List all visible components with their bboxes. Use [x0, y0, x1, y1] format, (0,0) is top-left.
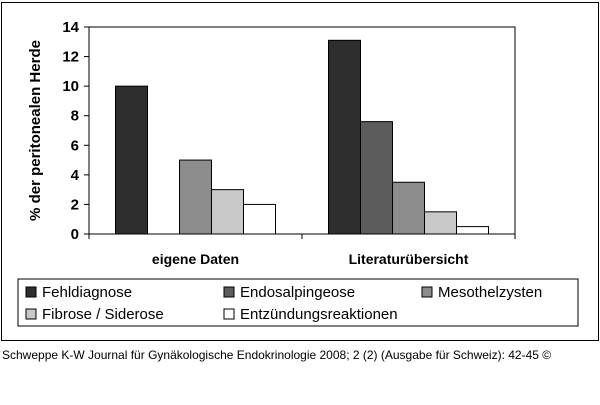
legend-box	[17, 278, 579, 327]
bar-chart: 0 2 4 6 8 10 12 14 % der peritonealen Herde eigen…	[17, 19, 579, 327]
y-tick-label: 6	[71, 137, 79, 154]
legend-label: Mesothelzysten	[438, 284, 542, 301]
bar	[424, 211, 457, 235]
bar	[211, 189, 244, 235]
plot-area	[88, 26, 516, 235]
bar	[243, 203, 276, 235]
legend-label: Fehldiagnose	[42, 284, 132, 301]
x-category-label: eigene Daten	[152, 251, 239, 267]
bar	[179, 159, 212, 235]
legend-label: Entzündungsreaktionen	[240, 306, 398, 323]
legend-swatch	[421, 286, 433, 298]
x-category-label: Literaturübersicht	[349, 251, 469, 267]
bar	[360, 121, 393, 235]
y-tick-label: 12	[62, 49, 79, 66]
legend-swatch	[25, 308, 37, 320]
source-caption: Schweppe K-W Journal für Gynäkologische …	[2, 348, 552, 362]
bar	[115, 85, 148, 235]
legend-swatch	[223, 286, 235, 298]
legend-swatch	[223, 308, 235, 320]
y-tick-label: 8	[71, 108, 79, 125]
y-axis-label: % der peritonealen Herde	[27, 40, 44, 221]
legend-label: Endosalpingeose	[240, 284, 355, 301]
y-tick-label: 2	[71, 196, 79, 213]
legend-swatch	[25, 286, 37, 298]
y-tick-label: 14	[62, 19, 79, 36]
y-tick-label: 4	[71, 167, 80, 184]
chart-frame: 0 2 4 6 8 10 12 14 % der peritonealen Herde eigen…	[1, 2, 599, 341]
bar	[328, 39, 361, 235]
bar	[456, 226, 489, 235]
y-tick-label: 10	[62, 78, 79, 95]
y-tick-label: 0	[71, 226, 79, 243]
legend-label: Fibrose / Siderose	[42, 306, 164, 323]
bar	[392, 181, 425, 235]
